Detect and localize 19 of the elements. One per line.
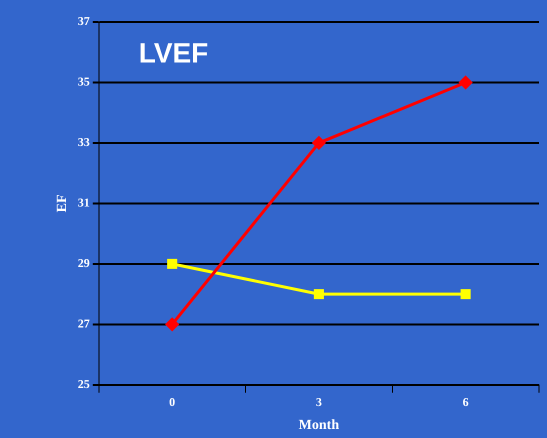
point bbox=[166, 318, 179, 331]
x-tick-label: 6 bbox=[462, 395, 469, 410]
y-tick-label: 37 bbox=[78, 14, 90, 28]
y-tick-label: 35 bbox=[78, 74, 90, 89]
y-tick-label: 33 bbox=[78, 135, 90, 150]
y-axis-title: EF bbox=[55, 194, 70, 212]
point bbox=[460, 289, 471, 300]
point bbox=[459, 76, 472, 89]
point bbox=[312, 136, 326, 150]
point bbox=[167, 258, 178, 269]
x-tick-label: 3 bbox=[316, 395, 322, 410]
x-tick-label: 0 bbox=[169, 395, 176, 410]
y-tick-label: 29 bbox=[78, 256, 90, 270]
y-tick-label: 27 bbox=[78, 316, 90, 330]
point bbox=[314, 289, 324, 300]
y-tick-label: 31 bbox=[78, 195, 90, 210]
text: LVEF bbox=[138, 38, 208, 69]
y-tick-label: 25 bbox=[78, 376, 90, 391]
x-axis-title: Month bbox=[298, 418, 340, 434]
